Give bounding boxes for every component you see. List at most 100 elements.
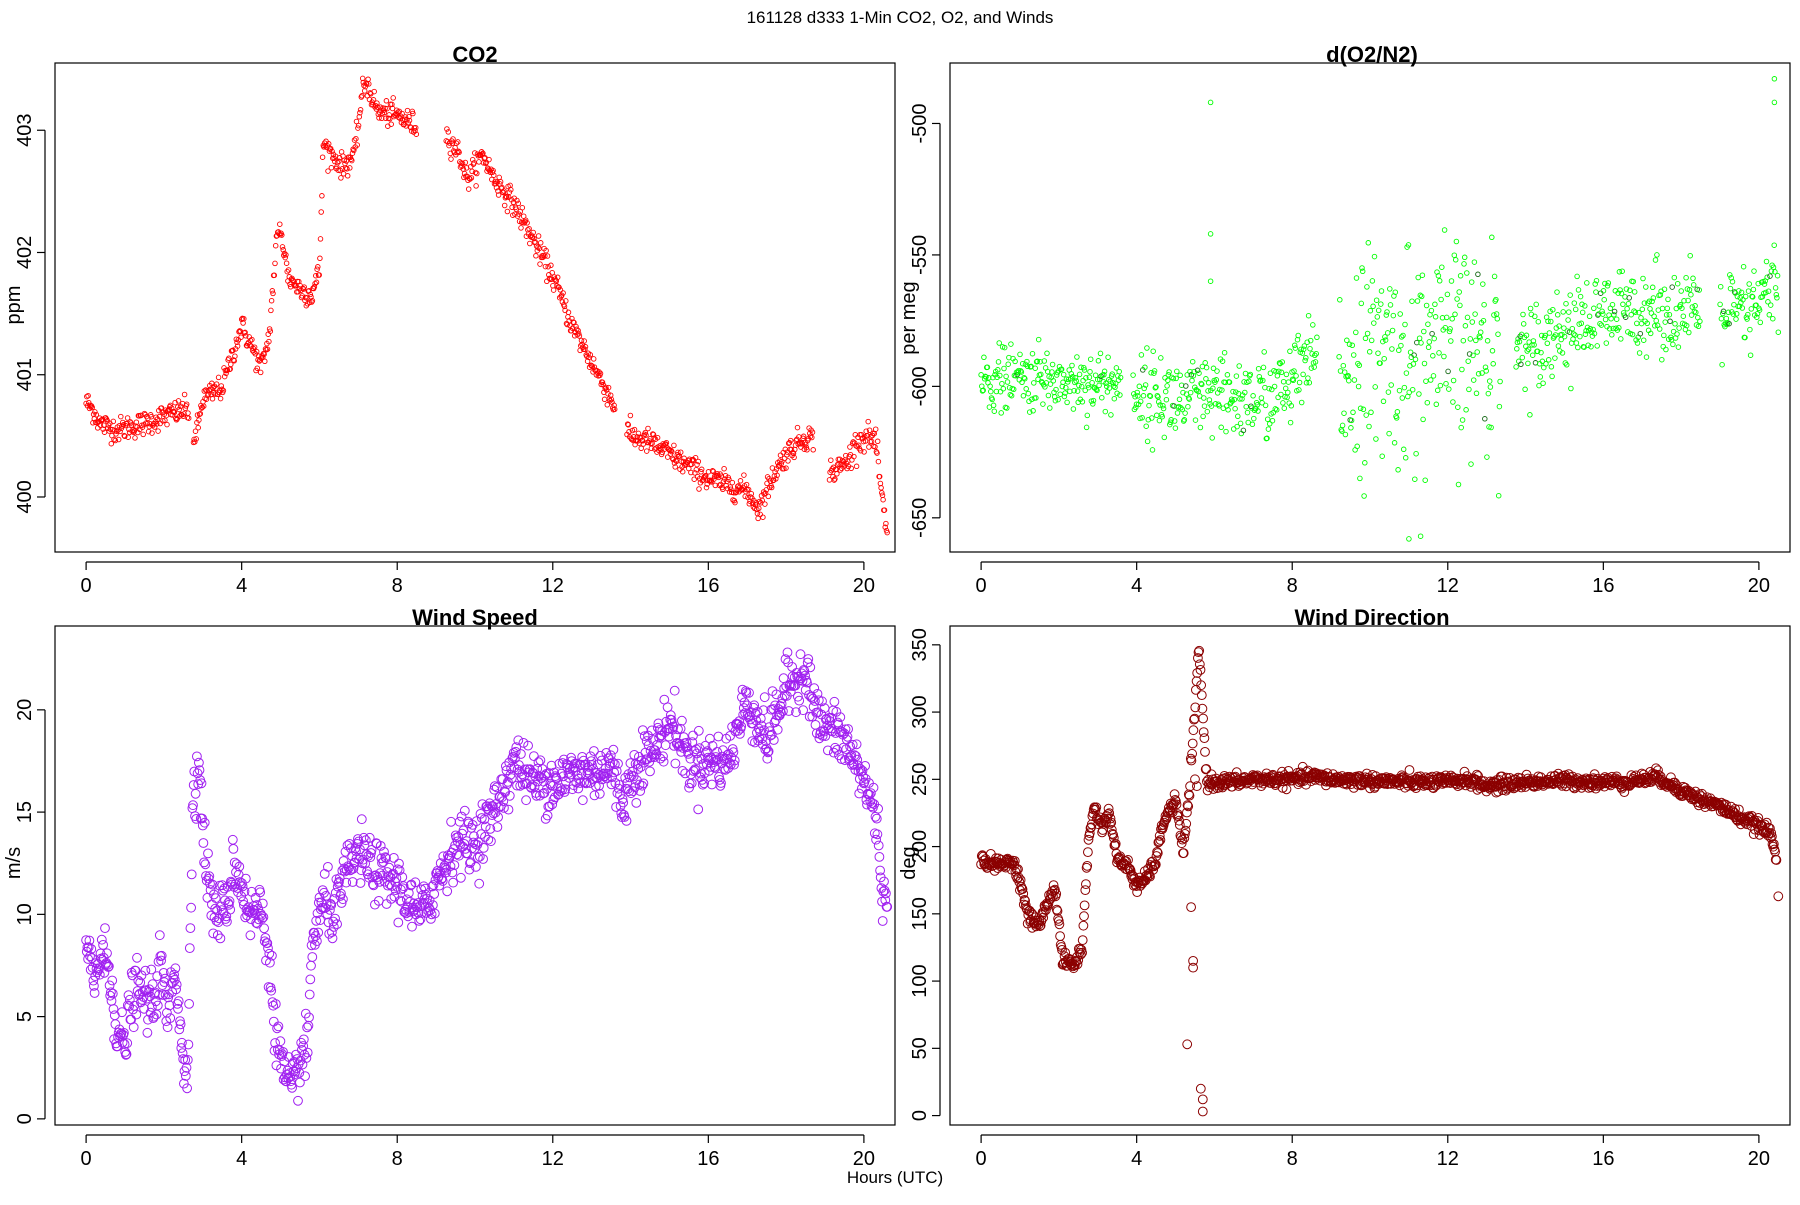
o2-data-point (1261, 349, 1267, 355)
o2-data-point (1764, 274, 1770, 280)
o2-data-point (1146, 402, 1152, 409)
co2-data-point (664, 454, 671, 460)
o2-data-point (1436, 350, 1442, 356)
o2-data-point (1751, 268, 1757, 274)
o2-data-point (1643, 284, 1649, 290)
o2-data-point (1355, 383, 1362, 390)
ws-x-tick-label: 0 (81, 1148, 92, 1170)
o2-data-point (1742, 293, 1749, 300)
ws-data-point (183, 1039, 194, 1050)
wd-data-point (1192, 668, 1203, 678)
co2-data-point (97, 422, 104, 428)
co2-data-point (454, 149, 460, 156)
co2-data-point (715, 474, 722, 481)
co2-data-point (730, 489, 737, 496)
o2-data-point (1147, 393, 1154, 399)
wd-data-point (1057, 945, 1067, 955)
o2-data-point (1031, 380, 1037, 386)
ws-data-point (225, 904, 236, 915)
ws-data-point (621, 816, 632, 826)
o2-data-point (1389, 346, 1395, 352)
ws-data-point (295, 1077, 305, 1088)
co2-data-point (575, 330, 582, 337)
o2-data-point (997, 372, 1003, 379)
wd-outlier-point (1186, 902, 1196, 912)
wd-data-point (1077, 935, 1088, 945)
ws-data-point (596, 755, 607, 766)
o2-data-point (1483, 368, 1489, 374)
ws-data-point (492, 822, 503, 832)
ws-data-point (104, 961, 114, 972)
co2-data-point (228, 361, 234, 368)
ws-data-point (530, 771, 541, 782)
o2-data-point (1264, 435, 1270, 442)
o2-y-axis-label: per meg (898, 281, 920, 354)
o2-data-point (1201, 395, 1207, 401)
wd-data-point (1270, 780, 1281, 790)
o2-data-point (1561, 333, 1568, 340)
co2-data-point (877, 480, 884, 487)
o2-data-point (1482, 364, 1489, 370)
o2-data-point (1063, 384, 1069, 391)
o2-data-point (1311, 364, 1317, 370)
co2-data-point (732, 489, 739, 496)
ws-data-point (81, 935, 91, 945)
o2-data-point (1654, 252, 1660, 258)
co2-data-point (94, 425, 101, 431)
co2-data-point (681, 455, 687, 462)
ws-data-point (624, 772, 635, 783)
co2-data-point (241, 330, 248, 336)
ws-data-point (145, 991, 155, 1002)
wd-data-point (1170, 795, 1181, 805)
wd-data-point (1199, 733, 1210, 743)
ws-data-point (327, 933, 338, 944)
co2-data-point (317, 255, 323, 262)
ws-data-point (307, 952, 318, 962)
o2-x-tick-label: 8 (1287, 575, 1298, 597)
o2-data-point (1008, 341, 1014, 347)
co2-data-point (469, 168, 475, 175)
o2-data-point (1402, 321, 1408, 328)
o2-data-point (1428, 307, 1435, 314)
o2-data-point (1213, 377, 1220, 383)
o2-data-point (1636, 350, 1643, 356)
o2-data-point (1183, 383, 1189, 389)
o2-data-point (1081, 364, 1087, 371)
ws-data-point (272, 1023, 283, 1034)
co2-data-point (84, 393, 90, 400)
ws-data-point (842, 731, 853, 742)
co2-data-point (406, 113, 412, 120)
ws-data-point (677, 715, 687, 726)
o2-data-point (1208, 403, 1215, 409)
ws-data-point (104, 980, 115, 991)
o2-data-point (1038, 371, 1044, 378)
o2-data-point (1690, 275, 1696, 282)
co2-data-point (181, 391, 188, 398)
ws-data-point (577, 795, 588, 806)
o2-data-point (1029, 350, 1036, 357)
o2-data-point (1004, 379, 1011, 385)
co2-data-point (559, 299, 566, 305)
co2-data-point (533, 253, 539, 259)
ws-data-point (688, 730, 698, 741)
co2-data-point (501, 202, 508, 209)
o2-data-point (1601, 296, 1607, 303)
o2-data-point (1085, 384, 1092, 391)
ws-data-point (741, 688, 752, 698)
co2-data-point (601, 396, 608, 403)
wd-data-point (1455, 779, 1466, 790)
ws-data-point (798, 665, 809, 675)
ws-data-point (100, 923, 110, 933)
ws-data-point (699, 768, 710, 778)
ws-data-point (319, 887, 329, 898)
co2-data-point (838, 461, 844, 468)
o2-data-point (1395, 467, 1401, 473)
co2-points (83, 75, 890, 536)
o2-data-point (1065, 379, 1071, 385)
o2-data-point (995, 367, 1001, 373)
o2-data-point (1429, 330, 1435, 337)
o2-data-point (1490, 361, 1496, 367)
co2-data-point (872, 426, 879, 432)
co2-data-point (643, 432, 649, 438)
wd-data-point (1079, 911, 1089, 922)
